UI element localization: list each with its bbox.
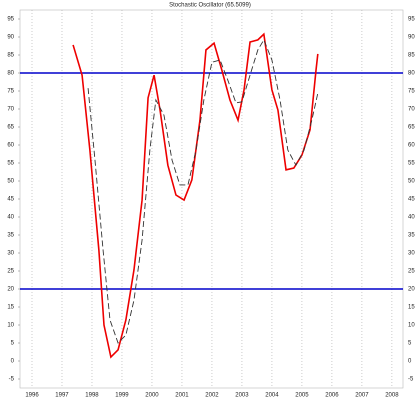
y-tick-label: 70	[7, 107, 14, 113]
y2-tick-label: 40	[408, 215, 415, 221]
y-tick-label: 40	[7, 215, 14, 221]
y2-tick-label: 65	[408, 125, 415, 131]
y-tick-label: 95	[7, 17, 14, 23]
y-tick-label: 0	[11, 359, 15, 365]
y2-tick-label: -5	[408, 377, 414, 383]
chart-title: Stochastic Oscillator (65.5099)	[169, 3, 251, 9]
y2-tick-label: 45	[408, 197, 415, 203]
y2-tick-label: 50	[408, 179, 415, 185]
x-tick-label: 1997	[55, 393, 69, 399]
y-tick-label: 65	[7, 125, 14, 131]
x-tick-label: 1996	[25, 393, 39, 399]
y2-tick-label: 10	[408, 323, 415, 329]
y-tick-label: 5	[11, 341, 15, 347]
x-tick-label: 2006	[325, 393, 339, 399]
y-tick-label: 50	[7, 179, 14, 185]
y2-tick-label: 15	[408, 305, 415, 311]
y-tick-label: 35	[7, 233, 14, 239]
y2-tick-label: 60	[408, 143, 415, 149]
x-tick-label: 2007	[355, 393, 369, 399]
y2-tick-label: 20	[408, 287, 415, 293]
y-tick-label: 45	[7, 197, 14, 203]
y-tick-label: 30	[7, 251, 14, 257]
y-tick-label: 90	[7, 35, 14, 41]
y2-tick-label: 25	[408, 269, 415, 275]
y-tick-label: 85	[7, 53, 14, 59]
y2-tick-label: 0	[408, 359, 412, 365]
y-tick-label: -5	[9, 377, 15, 383]
y-tick-label: 55	[7, 161, 14, 167]
y2-tick-label: 80	[408, 71, 415, 77]
y2-tick-label: 95	[408, 17, 415, 23]
x-tick-label: 2003	[235, 393, 249, 399]
y-tick-label: 20	[7, 287, 14, 293]
y-tick-label: 15	[7, 305, 14, 311]
y-tick-label: 80	[7, 71, 14, 77]
x-tick-label: 1998	[85, 393, 99, 399]
y-tick-label: 75	[7, 89, 14, 95]
y2-tick-label: 55	[408, 161, 415, 167]
series-line	[72, 32, 319, 359]
y-tick-label: 25	[7, 269, 14, 275]
y2-tick-label: 75	[408, 89, 415, 95]
series-line	[87, 38, 319, 344]
y2-tick-label: 30	[408, 251, 415, 257]
x-tick-label: 2008	[385, 393, 399, 399]
x-tick-label: 1999	[115, 393, 129, 399]
y2-tick-label: 70	[408, 107, 415, 113]
x-tick-label: 2001	[175, 393, 189, 399]
y2-tick-label: 90	[408, 35, 415, 41]
y-tick-label: 60	[7, 143, 14, 149]
y2-tick-label: 5	[408, 341, 412, 347]
x-tick-label: 2000	[145, 393, 159, 399]
y-tick-label: 10	[7, 323, 14, 329]
x-tick-label: 2005	[295, 393, 309, 399]
x-tick-label: 2004	[265, 393, 279, 399]
x-tick-label: 2002	[205, 393, 219, 399]
y2-tick-label: 35	[408, 233, 415, 239]
y2-tick-label: 85	[408, 53, 415, 59]
